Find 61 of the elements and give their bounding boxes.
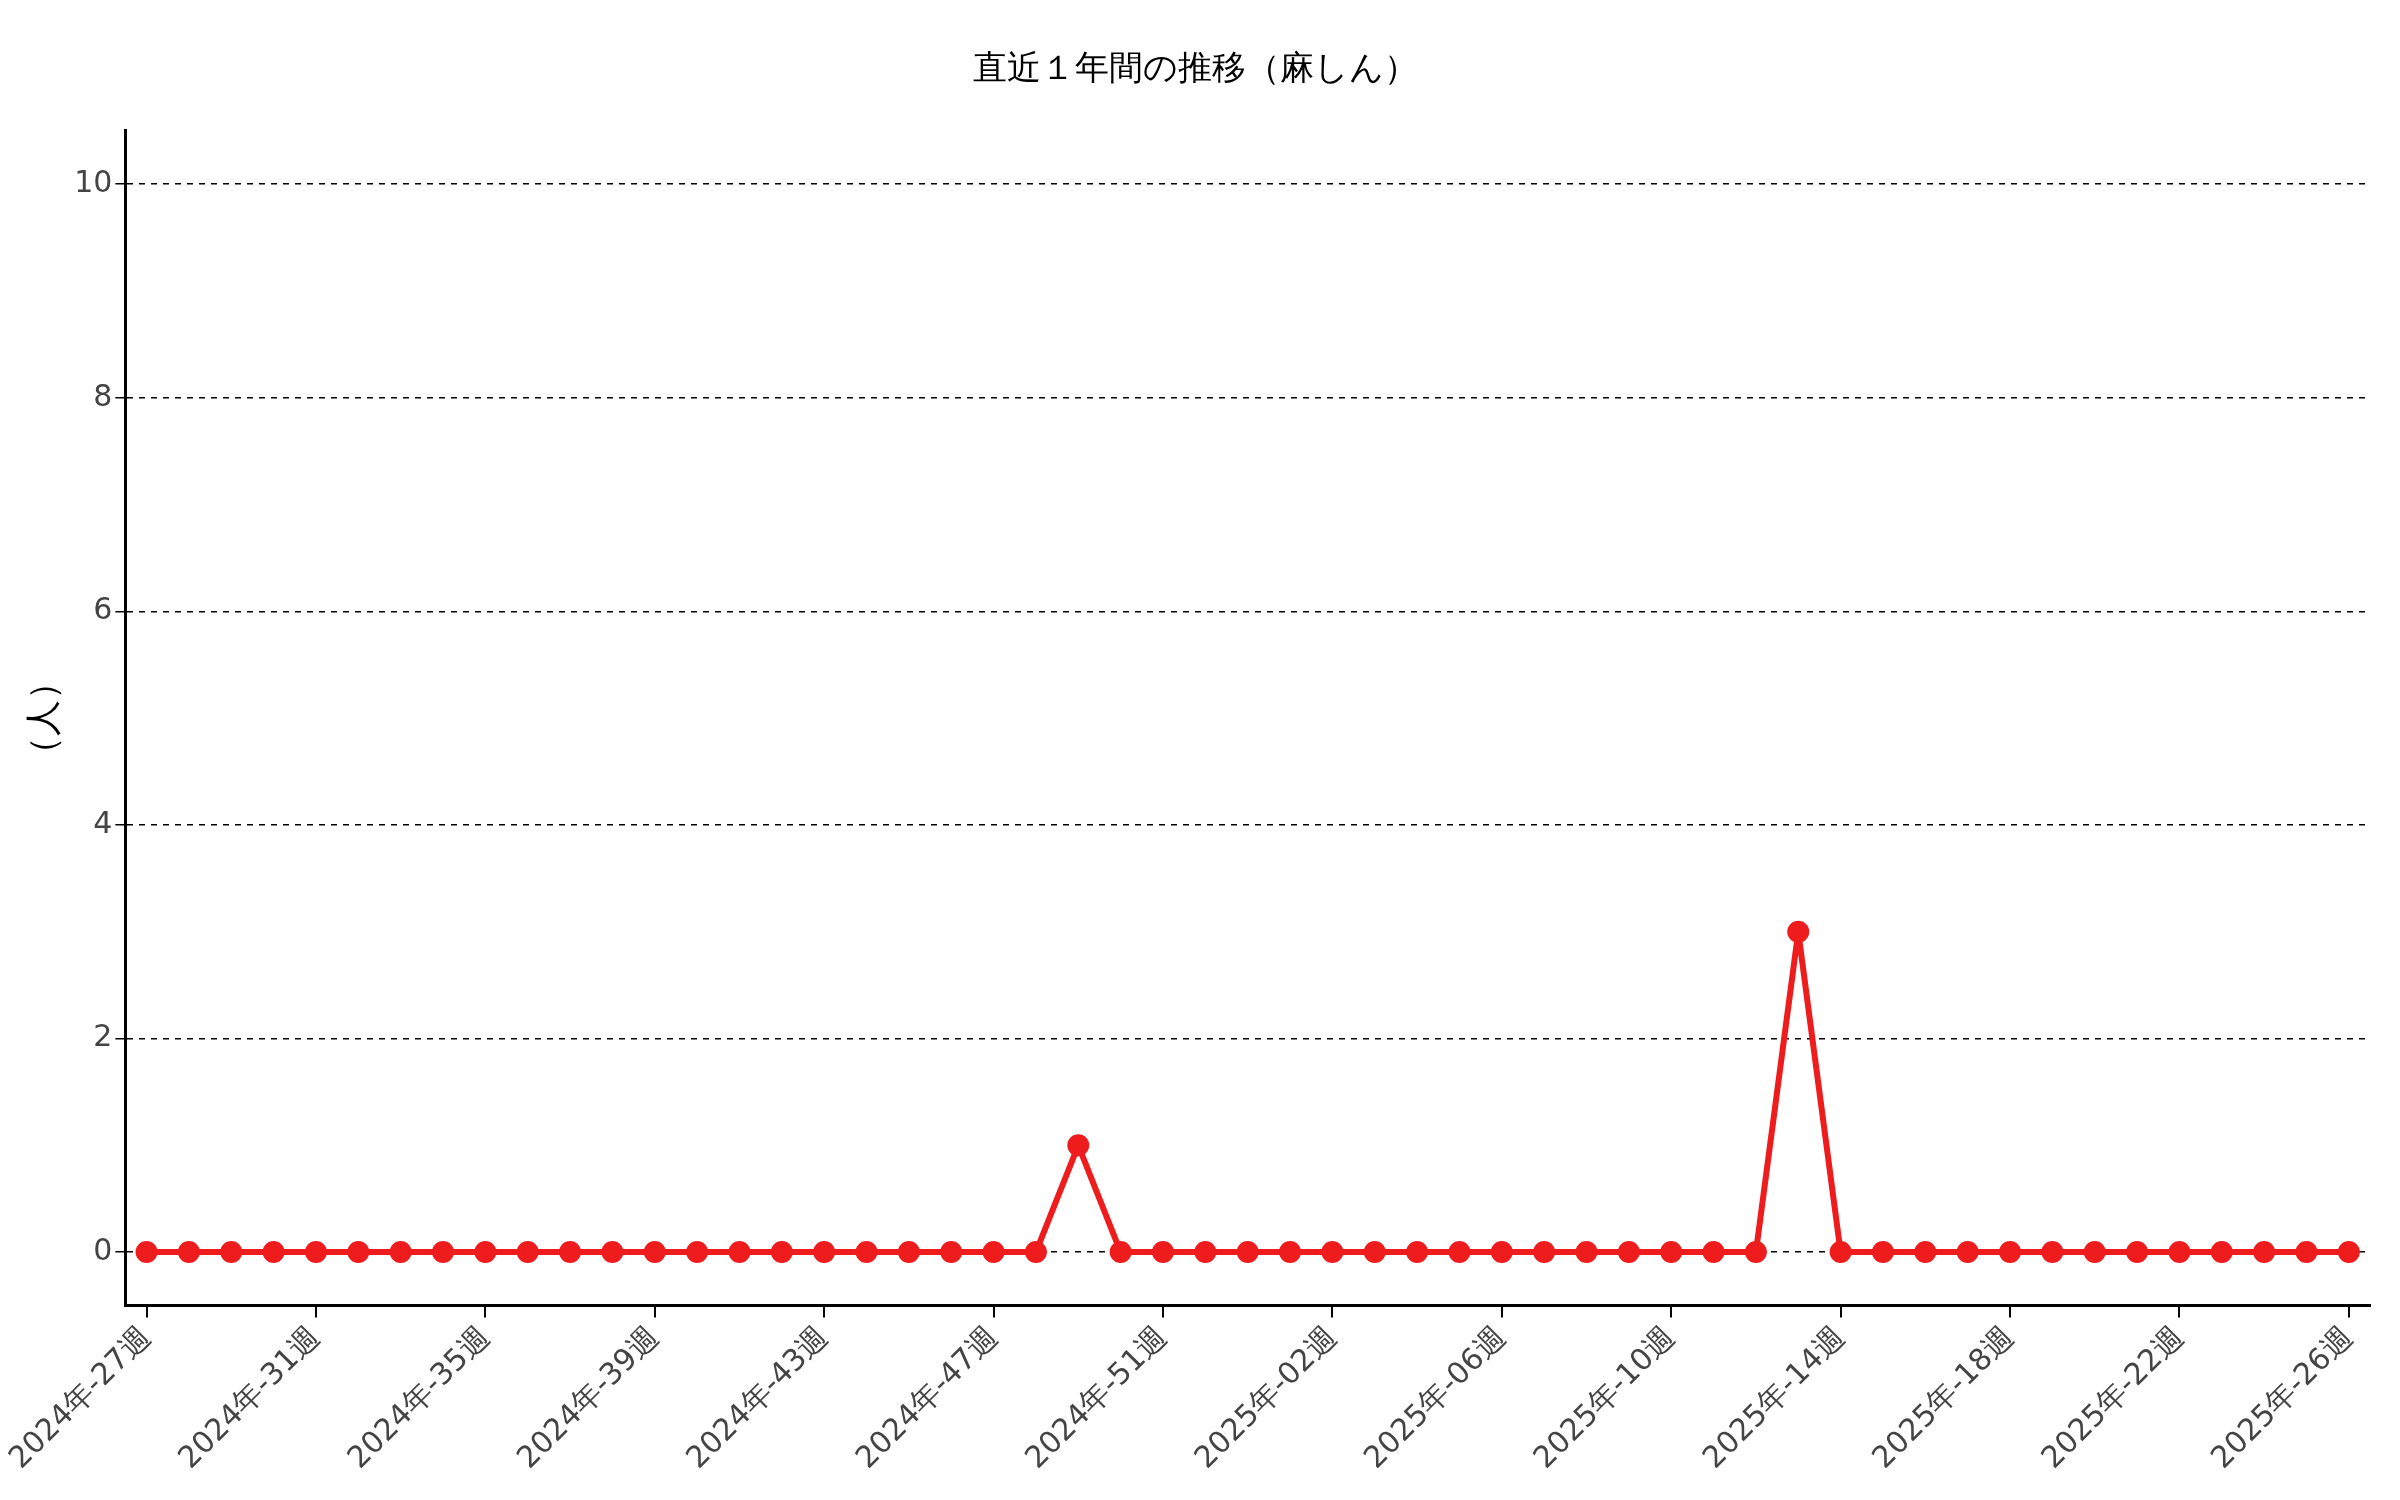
point (813, 1241, 836, 1264)
y-axis-title: （人） (21, 664, 63, 773)
point (304, 1241, 327, 1264)
point (1067, 1134, 1090, 1157)
point (2041, 1241, 2064, 1264)
point (643, 1241, 666, 1264)
point (1999, 1241, 2022, 1264)
point (1448, 1241, 1471, 1264)
point (1109, 1241, 1132, 1264)
point (347, 1241, 370, 1264)
point (770, 1241, 793, 1264)
point (2083, 1241, 2106, 1264)
point (1660, 1241, 1683, 1264)
y-tick-label: 2 (93, 1018, 113, 1054)
point (1744, 1241, 1767, 1264)
point (728, 1241, 751, 1264)
point (1617, 1241, 1640, 1264)
point (1575, 1241, 1598, 1264)
point (940, 1241, 963, 1264)
point (559, 1241, 582, 1264)
point (2126, 1241, 2149, 1264)
point (1194, 1241, 1217, 1264)
point (1406, 1241, 1429, 1264)
point (2295, 1241, 2318, 1264)
point (2168, 1241, 2191, 1264)
point (1363, 1241, 1386, 1264)
point (2210, 1241, 2233, 1264)
point (516, 1241, 539, 1264)
point (177, 1241, 200, 1264)
point (1024, 1241, 1047, 1264)
point (1829, 1241, 1852, 1264)
point (982, 1241, 1005, 1264)
point (1279, 1241, 1302, 1264)
point (1321, 1241, 1344, 1264)
point (1533, 1241, 1556, 1264)
point (474, 1241, 497, 1264)
point (220, 1241, 243, 1264)
point (1787, 920, 1810, 943)
point (897, 1241, 920, 1264)
chart-title: 直近１年間の推移（麻しん） (972, 47, 1418, 88)
y-tick-label: 4 (93, 804, 113, 840)
point (1151, 1241, 1174, 1264)
point (686, 1241, 709, 1264)
point (389, 1241, 412, 1264)
y-tick-label: 6 (93, 591, 113, 627)
point (2337, 1241, 2360, 1264)
point (432, 1241, 455, 1264)
point (1702, 1241, 1725, 1264)
point (1490, 1241, 1513, 1264)
point (855, 1241, 878, 1264)
point (1871, 1241, 1894, 1264)
y-tick-label: 0 (93, 1231, 113, 1267)
point (135, 1241, 158, 1264)
point (1956, 1241, 1979, 1264)
y-tick-label: 8 (93, 377, 113, 413)
point (2253, 1241, 2276, 1264)
y-tick-label: 10 (74, 163, 113, 199)
point (1236, 1241, 1259, 1264)
point (1914, 1241, 1937, 1264)
point (262, 1241, 285, 1264)
point (601, 1241, 624, 1264)
